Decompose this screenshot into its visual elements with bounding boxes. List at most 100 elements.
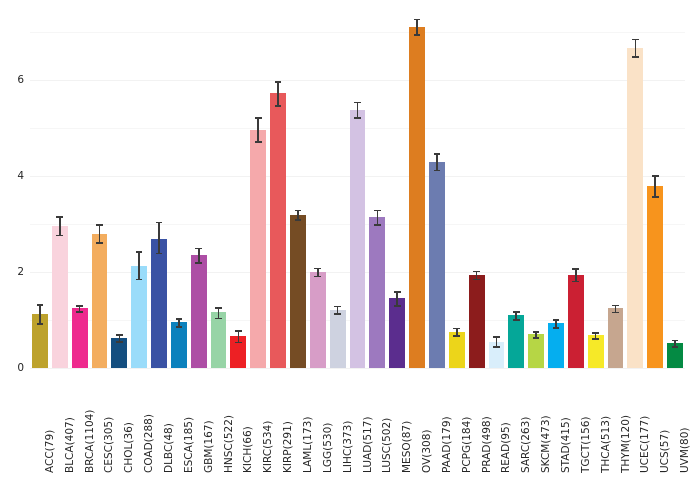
x-tick-label: BRCA(1104) [83, 409, 96, 473]
error-bar-cap [512, 311, 520, 313]
error-bar-cap [413, 34, 421, 36]
bar[interactable] [170, 322, 187, 368]
error-bar-cap [612, 304, 619, 307]
error-bar-cap [195, 261, 203, 264]
error-bar [336, 305, 339, 314]
x-tick-label: PAAD(179) [440, 416, 453, 473]
bar[interactable] [250, 130, 267, 368]
bar[interactable] [428, 162, 445, 368]
bar[interactable] [508, 315, 525, 368]
x-tick-label: LAML(173) [301, 416, 314, 473]
error-bar-cap [294, 219, 302, 221]
error-bar [78, 305, 81, 312]
bar[interactable] [210, 312, 227, 368]
y-tick-label: 6 [17, 74, 24, 86]
error-bar-cap [413, 18, 421, 21]
error-bar [416, 18, 418, 35]
x-tick-label: UCS(57) [659, 429, 672, 473]
bar[interactable] [627, 47, 644, 368]
x-tick-label: OV(308) [421, 429, 434, 474]
bar[interactable] [607, 308, 624, 368]
error-bar-cap [235, 330, 242, 332]
bar[interactable] [151, 239, 167, 368]
error-bar [654, 175, 657, 197]
bar[interactable] [468, 274, 485, 368]
error-bar-cap [76, 311, 83, 313]
y-tick-label: 4 [17, 170, 24, 182]
error-bar [158, 221, 160, 253]
bar[interactable] [528, 334, 545, 368]
error-bar-cap [115, 341, 123, 343]
error-bar [376, 209, 379, 224]
error-bar [257, 117, 260, 142]
bar[interactable] [349, 109, 366, 368]
bar[interactable] [488, 341, 505, 368]
bar[interactable] [548, 323, 564, 368]
error-bar-cap [76, 305, 83, 307]
bar[interactable] [111, 337, 128, 368]
bar[interactable] [329, 309, 346, 368]
bar[interactable] [587, 335, 604, 368]
x-tick-label: COAD(288) [143, 414, 156, 473]
bar[interactable] [230, 336, 247, 368]
x-tick-label: UVM(80) [679, 427, 692, 473]
bar[interactable] [270, 93, 287, 368]
error-bar [555, 319, 557, 328]
bar[interactable] [290, 214, 306, 368]
error-bar-cap [254, 117, 262, 120]
bar[interactable] [71, 308, 88, 368]
bar[interactable] [51, 226, 68, 368]
error-bar-cap [96, 242, 103, 244]
error-bar [58, 216, 61, 235]
x-tick-label: SKCM(473) [540, 415, 553, 473]
error-bar-cap [651, 175, 659, 177]
error-bar-cap [374, 224, 381, 226]
bar[interactable] [647, 186, 664, 368]
error-bar-cap [632, 38, 639, 41]
error-bar [436, 152, 438, 170]
bar[interactable] [31, 314, 48, 368]
x-tick-label: KIRC(534) [262, 420, 275, 473]
error-bar-cap [56, 234, 64, 237]
y-tick-label: 2 [17, 266, 24, 278]
error-bar [495, 336, 498, 347]
error-bar [237, 330, 240, 342]
error-bar-cap [215, 307, 222, 309]
bar[interactable] [91, 233, 108, 368]
x-tick-label: LIHC(373) [341, 420, 354, 473]
error-bar [396, 291, 398, 306]
error-bar [217, 307, 220, 318]
x-tick-label: THCA(513) [599, 415, 612, 473]
error-bar-cap [115, 333, 123, 336]
error-bar-cap [433, 169, 441, 172]
bar[interactable] [389, 298, 406, 368]
bar[interactable] [448, 332, 465, 368]
error-bar-cap [36, 304, 44, 306]
error-bar-cap [175, 318, 183, 320]
error-bar-cap [572, 268, 580, 270]
error-bar [614, 304, 617, 312]
error-bar-cap [453, 335, 461, 337]
error-bar-cap [453, 327, 461, 330]
error-bar [138, 251, 140, 279]
error-bar-cap [354, 101, 361, 104]
bar[interactable] [190, 255, 207, 368]
error-bar [575, 268, 577, 281]
error-bar [674, 339, 676, 346]
bar[interactable] [309, 272, 326, 368]
bar[interactable] [667, 343, 683, 368]
x-tick-label: CHOL(36) [123, 422, 136, 473]
x-tick-label: STAD(415) [559, 417, 572, 473]
bar[interactable] [567, 274, 584, 368]
bar[interactable] [131, 266, 148, 368]
plot-area [30, 10, 685, 369]
bar[interactable] [369, 216, 386, 368]
bar[interactable] [409, 27, 425, 368]
error-bar [98, 224, 101, 243]
error-bar-cap [393, 305, 401, 307]
x-tick-label: BLCA(407) [63, 417, 76, 473]
gridline [30, 32, 685, 33]
x-tick-label: READ(95) [500, 422, 513, 473]
error-bar-cap [671, 339, 679, 342]
error-bar-cap [175, 326, 183, 328]
